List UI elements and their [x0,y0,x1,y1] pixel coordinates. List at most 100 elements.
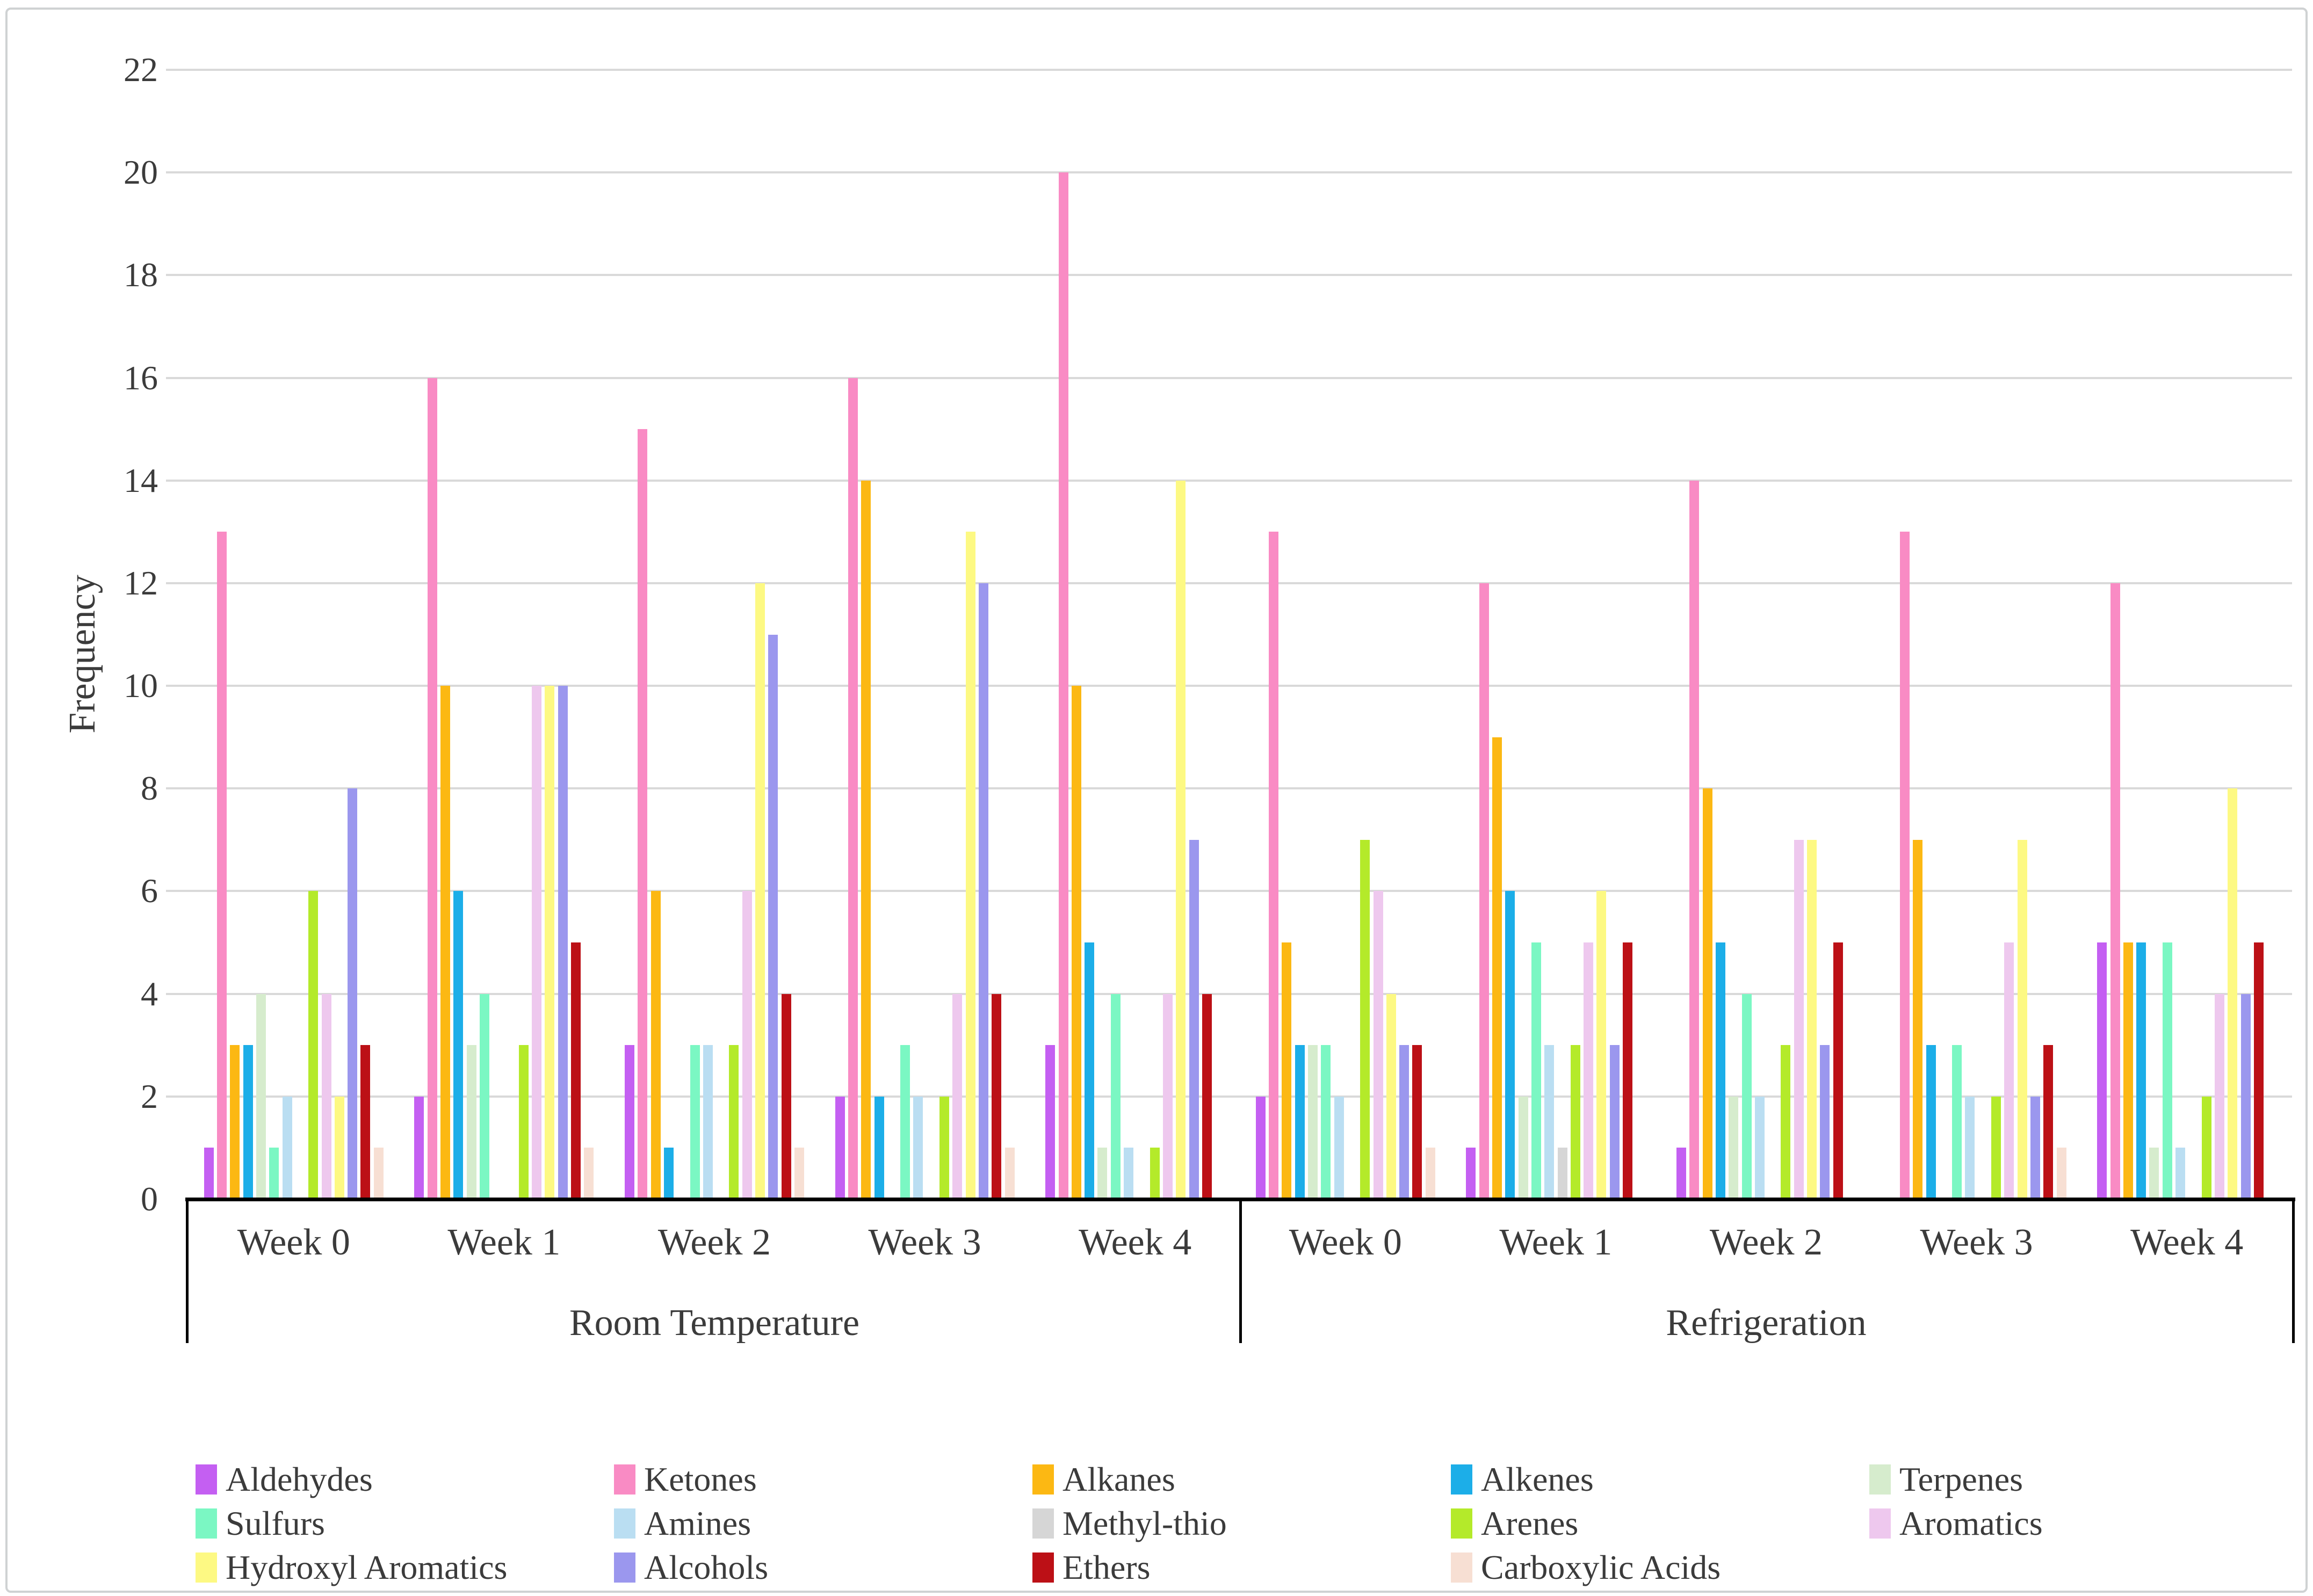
bar-alcohols-refrigeration-week-0 [1399,1045,1410,1199]
bar-terpenes-refrigeration-week-0 [1308,1045,1318,1199]
legend-item-methyl-thio: Methyl-thio [1032,1504,1227,1543]
gridline-y18 [166,274,2292,277]
bar-alkenes-refrigeration-week-2 [1715,942,1725,1199]
legend-item-ethers: Ethers [1032,1548,1151,1587]
legend-swatch-methyl-thio [1032,1508,1054,1539]
bar-ketones-refrigeration-week-2 [1689,480,1700,1199]
bar-terpenes-refrigeration-week-1 [1518,1096,1528,1199]
bar-amines-room-temperature-week-2 [703,1045,713,1199]
bar-ethers-refrigeration-week-4 [2253,942,2264,1199]
legend-label-ethers: Ethers [1062,1548,1151,1586]
bar-aldehydes-refrigeration-week-4 [2097,942,2107,1199]
legend-swatch-alkenes [1451,1464,1472,1495]
y-tick-label-16: 16 [124,358,158,397]
y-tick-label-22: 22 [124,50,158,89]
category-label-refrigeration-week-1: Week 1 [1499,1222,1613,1263]
bar-amines-refrigeration-week-4 [2175,1148,2186,1199]
bar-alcohols-room-temperature-week-2 [768,634,778,1199]
bar-ketones-room-temperature-week-0 [217,532,227,1199]
bar-alkenes-refrigeration-week-1 [1505,891,1515,1199]
bar-hydroxyl-aromatics-refrigeration-week-2 [1807,839,1817,1199]
bar-sulfurs-room-temperature-week-1 [479,993,489,1199]
bar-alkanes-refrigeration-week-1 [1492,737,1502,1199]
bar-carboxylic-acids-room-temperature-week-1 [584,1148,594,1199]
bar-alkanes-room-temperature-week-2 [650,891,661,1199]
bar-alkenes-room-temperature-week-4 [1085,942,1095,1199]
chart-figure: Frequency 0 2 4 6 8 10 12 14 16 18 20 22 Week 0 Week… [5,8,2308,1593]
bar-hydroxyl-aromatics-refrigeration-week-4 [2228,788,2238,1199]
gridline-y20 [166,171,2292,174]
legend-item-amines: Amines [614,1504,751,1543]
bar-alkanes-refrigeration-week-2 [1702,788,1712,1199]
bar-alkenes-room-temperature-week-1 [453,891,464,1199]
legend-swatch-alcohols [614,1553,635,1583]
legend-item-carboxylic-acids: Carboxylic Acids [1451,1548,1721,1587]
bar-carboxylic-acids-room-temperature-week-0 [373,1148,384,1199]
bar-aldehydes-room-temperature-week-2 [625,1045,635,1199]
bar-ketones-room-temperature-week-1 [427,378,437,1199]
bar-ethers-room-temperature-week-2 [781,993,791,1199]
bar-hydroxyl-aromatics-refrigeration-week-3 [2017,839,2027,1199]
legend-label-alcohols: Alcohols [644,1548,769,1586]
bar-amines-room-temperature-week-3 [913,1096,923,1199]
legend-swatch-aromatics [1869,1508,1891,1539]
category-axis-divider-0 [186,1199,189,1343]
gridline-y2 [166,1095,2292,1098]
category-axis-divider-1 [1239,1199,1242,1343]
bar-ethers-refrigeration-week-2 [1833,942,1843,1199]
plot-area [166,69,2292,1199]
bar-alkenes-refrigeration-week-0 [1295,1045,1305,1199]
bar-terpenes-room-temperature-week-4 [1097,1148,1108,1199]
bar-ketones-room-temperature-week-2 [638,429,648,1199]
bar-hydroxyl-aromatics-room-temperature-week-0 [334,1096,344,1199]
bar-ethers-room-temperature-week-0 [360,1045,371,1199]
bar-ketones-refrigeration-week-4 [2110,583,2120,1199]
bar-ethers-refrigeration-week-3 [2043,1045,2054,1199]
bar-alkanes-room-temperature-week-3 [861,480,871,1199]
legend-item-alkanes: Alkanes [1032,1460,1175,1499]
gridline-y4 [166,992,2292,995]
gridline-y10 [166,685,2292,687]
legend-swatch-arenes [1451,1508,1472,1539]
bar-sulfurs-refrigeration-week-2 [1741,993,1752,1199]
legend-label-aromatics: Aromatics [1899,1504,2043,1542]
bar-alcohols-room-temperature-week-3 [978,583,988,1199]
gridline-y16 [166,376,2292,379]
bar-hydroxyl-aromatics-room-temperature-week-3 [965,532,975,1199]
bar-alcohols-refrigeration-week-4 [2240,993,2251,1199]
bar-aldehydes-room-temperature-week-3 [835,1096,845,1199]
category-label-room-temperature-week-4: Week 4 [1079,1222,1192,1263]
bar-amines-refrigeration-week-0 [1334,1096,1344,1199]
legend-swatch-aldehydes [196,1464,217,1495]
bar-aldehydes-refrigeration-week-1 [1466,1148,1476,1199]
gridline-y8 [166,787,2292,790]
section-label-refrigeration: Refrigeration [1666,1302,1867,1344]
bar-hydroxyl-aromatics-room-temperature-week-4 [1176,480,1186,1199]
legend-swatch-ketones [614,1464,635,1495]
bar-carboxylic-acids-room-temperature-week-2 [794,1148,804,1199]
bar-hydroxyl-aromatics-room-temperature-week-2 [755,583,765,1199]
bar-alkenes-refrigeration-week-4 [2136,942,2146,1199]
bar-sulfurs-room-temperature-week-3 [900,1045,910,1199]
category-label-room-temperature-week-3: Week 3 [868,1222,981,1263]
legend-swatch-terpenes [1869,1464,1891,1495]
bar-aromatics-room-temperature-week-1 [532,686,542,1199]
bar-ketones-room-temperature-week-4 [1058,172,1068,1199]
legend-item-sulfurs: Sulfurs [196,1504,325,1543]
bar-sulfurs-room-temperature-week-0 [269,1148,279,1199]
bar-alkanes-room-temperature-week-4 [1071,686,1081,1199]
legend: Aldehydes Ketones Alkanes Alkenes Terpenes Su… [8,10,2305,1591]
category-label-refrigeration-week-3: Week 3 [1920,1222,2033,1263]
legend-label-ketones: Ketones [644,1460,757,1498]
legend-item-aromatics: Aromatics [1869,1504,2043,1543]
category-label-room-temperature-week-2: Week 2 [657,1222,771,1263]
bar-sulfurs-room-temperature-week-2 [690,1045,700,1199]
gridline-y14 [166,479,2292,482]
category-label-room-temperature-week-1: Week 1 [447,1222,561,1263]
bar-sulfurs-room-temperature-week-4 [1110,993,1121,1199]
legend-label-hydroxyl-aromatics: Hydroxyl Aromatics [226,1548,508,1586]
bar-aldehydes-refrigeration-week-2 [1676,1148,1687,1199]
bar-ethers-room-temperature-week-1 [571,942,581,1199]
section-label-room-temperature: Room Temperature [569,1302,860,1344]
y-tick-label-20: 20 [124,153,158,192]
